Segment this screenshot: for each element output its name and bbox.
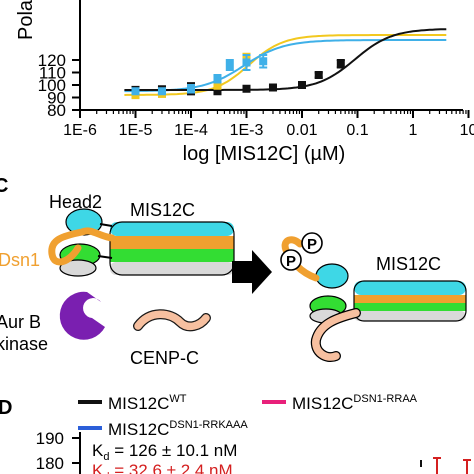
data-point-cyan — [259, 57, 268, 66]
head-r-cyan — [315, 263, 349, 289]
mis12c-complex-right: P P — [280, 232, 467, 362]
y-tick-label-190: 190 — [36, 429, 64, 448]
rod-r-gray — [354, 311, 466, 321]
x-tick-label: 1E-3 — [230, 122, 264, 139]
x-tick-label: 1 — [409, 122, 418, 139]
partial-error-bars — [420, 457, 471, 474]
rod-bottom-green — [110, 249, 234, 262]
panel-letter-d: D — [0, 397, 12, 419]
data-point-cyan — [242, 58, 251, 67]
label-dsn1: Dsn1 — [0, 250, 40, 270]
cenpc-bound-fill — [312, 309, 360, 361]
data-point-cyan — [157, 87, 166, 96]
rod-r-cyan — [354, 281, 466, 295]
data-point-black — [268, 83, 277, 92]
aurb-kinase-shape — [59, 291, 105, 340]
panel-d: D MIS12CWT MIS12CDSN1-RRAA MIS12CDSN1-RR… — [0, 393, 471, 474]
label-head2: Head2 — [49, 192, 102, 212]
rod-top-yellow — [110, 236, 234, 249]
data-point-black — [314, 71, 323, 79]
dsn1-tail-right — [281, 236, 320, 282]
legend-label-rraa: MIS12CDSN1-RRAA — [292, 393, 418, 413]
head-gray — [59, 259, 97, 277]
phospho-circle-1 — [280, 249, 302, 271]
y-tick-label: 80 — [47, 101, 66, 120]
legend-label-wt: MIS12CWT — [108, 393, 187, 413]
rod-r-outline — [353, 280, 467, 322]
x-tick-label: 1E-5 — [119, 122, 153, 139]
arrow-icon — [232, 250, 272, 294]
rod-r-yellow — [354, 295, 466, 303]
x-axis-label: log [MIS12C] (µM) — [183, 143, 346, 165]
y-tick-label: 90 — [47, 89, 66, 108]
y-axis-label: Polari — [15, 0, 37, 40]
rod-outline — [109, 221, 235, 276]
fit-curve-yellow — [124, 34, 447, 96]
data-point-black — [336, 59, 345, 68]
legend-label-rrkaaa: MIS12CDSN1-RRKAAA — [108, 419, 248, 439]
data-point-cyan — [225, 61, 234, 69]
label-aurb-line2: kinase — [0, 334, 48, 354]
x-tick-label: 1E-6 — [63, 122, 97, 139]
label-aurb-line1: Aur B — [0, 312, 41, 332]
data-point-black — [298, 81, 306, 89]
y-tick-label-180: 180 — [36, 454, 64, 473]
y-tick-label: 110 — [39, 64, 66, 83]
x-ticks: 1E-6 1E-5 1E-4 1E-3 0.01 0.1 1 10 — [63, 110, 474, 139]
label-mis12c-right: MIS12C — [376, 254, 441, 274]
cenpc-fill — [134, 310, 210, 331]
label-mis12c-left: MIS12C — [130, 200, 195, 220]
fit-curve-black — [124, 28, 447, 91]
data-points — [131, 52, 345, 100]
rod-r-green — [354, 303, 466, 311]
x-tick-label: 10 — [460, 122, 474, 139]
phospho-label-2: P — [307, 236, 317, 253]
y-tick-label: 100 — [38, 76, 66, 95]
phospho-label-1: P — [286, 253, 296, 270]
dsn1-tail — [48, 227, 116, 266]
data-point-cyan — [213, 74, 222, 83]
plot-area — [124, 28, 447, 100]
data-point-cyan — [131, 87, 140, 96]
rod-bottom-gray — [110, 262, 234, 275]
panel-c: C Head2 MIS12C Dsn1 Aur B kinase CENP-C — [0, 175, 467, 368]
label-cenpc: CENP-C — [130, 348, 199, 368]
mis12c-complex-left — [48, 208, 235, 277]
rod-top-cyan — [110, 222, 234, 236]
kd-red: Kd = 32.6 ± 2.4 nM — [92, 461, 233, 474]
x-tick-label: 0.01 — [286, 122, 317, 139]
x-tick-label: 1E-4 — [174, 122, 208, 139]
data-point-black — [242, 84, 251, 93]
data-point-cyan — [187, 84, 195, 93]
data-point-yellow — [213, 81, 222, 89]
linker-bottom — [97, 255, 113, 259]
panel-letter-c: C — [0, 175, 8, 197]
linker-top — [99, 223, 113, 227]
fit-curve-cyan — [124, 39, 447, 93]
y-tick-label: 120 — [38, 51, 66, 70]
data-point-black — [213, 87, 222, 96]
kd-black: Kd = 126 ± 10.1 nM — [92, 441, 237, 463]
phospho-circle-2 — [301, 232, 323, 254]
x-tick-label: 0.1 — [346, 122, 368, 139]
